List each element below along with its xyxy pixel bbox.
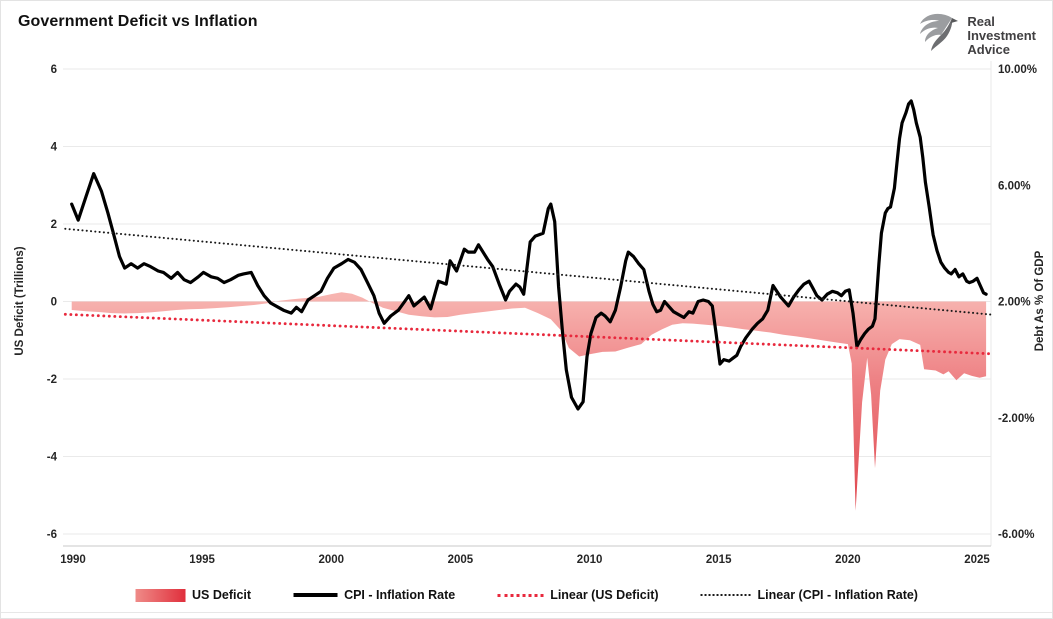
tick-labels-layer: 6 4 2 0 -2 -4 -6 10.00% 6.00% 2.00% -2.00% -6.00% 19… [47,64,1037,566]
x-tick-label: 1990 [60,554,86,566]
cpi-trend-swatch [700,594,751,596]
legend-label: US Deficit [192,588,252,602]
x-tick-label: 2020 [835,554,861,566]
y-right-tick-label: -2.00% [998,413,1034,425]
y-right-tick-label: 10.00% [998,64,1037,76]
brand-name: Real Investment Advice [967,13,1036,57]
deficit-area-swatch [135,588,186,602]
bottom-divider [1,612,1052,613]
y-left-tick-label: -2 [47,374,57,386]
legend-label: Linear (US Deficit) [550,588,659,602]
legend-item-us-deficit: US Deficit [135,588,251,602]
brand-line-1: Real [967,13,995,29]
y-left-axis-title: US Deficit (Trillions) [14,246,26,355]
y-right-axis-title: Debt As % Of GDP [1034,250,1046,351]
y-right-tick-label: -6.00% [998,529,1034,541]
series-layer [63,99,993,511]
legend-label: Linear (CPI - Inflation Rate) [757,588,918,602]
brand-line-2: Investment [967,27,1036,43]
deficit-area [71,292,987,511]
y-right-tick-label: 2.00% [998,297,1031,309]
x-tick-label: 2025 [964,554,990,566]
y-left-tick-label: 2 [51,219,57,231]
x-tick-label: 2000 [319,554,345,566]
deficit-trend-swatch [497,593,544,597]
y-left-tick-label: 4 [51,142,58,154]
y-left-tick-label: -6 [47,529,57,541]
page-title: Government Deficit vs Inflation [18,13,258,30]
deficit-trendline [63,312,993,356]
eagle-logo-icon [913,11,959,60]
eagle-swoosh-2 [931,18,953,51]
cpi-trendline [64,227,993,316]
brand-logo: Real Investment Advice [913,11,1036,60]
y-left-tick-label: 0 [51,297,57,309]
legend-item-cpi: CPI - Inflation Rate [293,588,455,602]
eagle-beak [951,18,959,23]
x-tick-label: 2010 [577,554,603,566]
y-left-tick-label: 6 [51,64,57,76]
x-tick-label: 2005 [448,554,474,566]
legend-item-linear-deficit: Linear (US Deficit) [497,588,659,602]
x-tick-label: 1995 [189,554,215,566]
y-right-tick-label: 6.00% [998,180,1031,192]
brand-line-3: Advice [967,41,1010,57]
x-tick-label: 2015 [706,554,732,566]
legend-item-linear-cpi: Linear (CPI - Inflation Rate) [700,588,918,602]
cpi-line [70,99,988,411]
cpi-line-swatch [293,593,338,597]
eagle-swoosh-1 [920,13,953,42]
legend-label: CPI - Inflation Rate [344,588,456,602]
y-left-tick-label: -4 [47,452,58,464]
legend: US Deficit CPI - Inflation Rate Linear (… [135,588,918,602]
